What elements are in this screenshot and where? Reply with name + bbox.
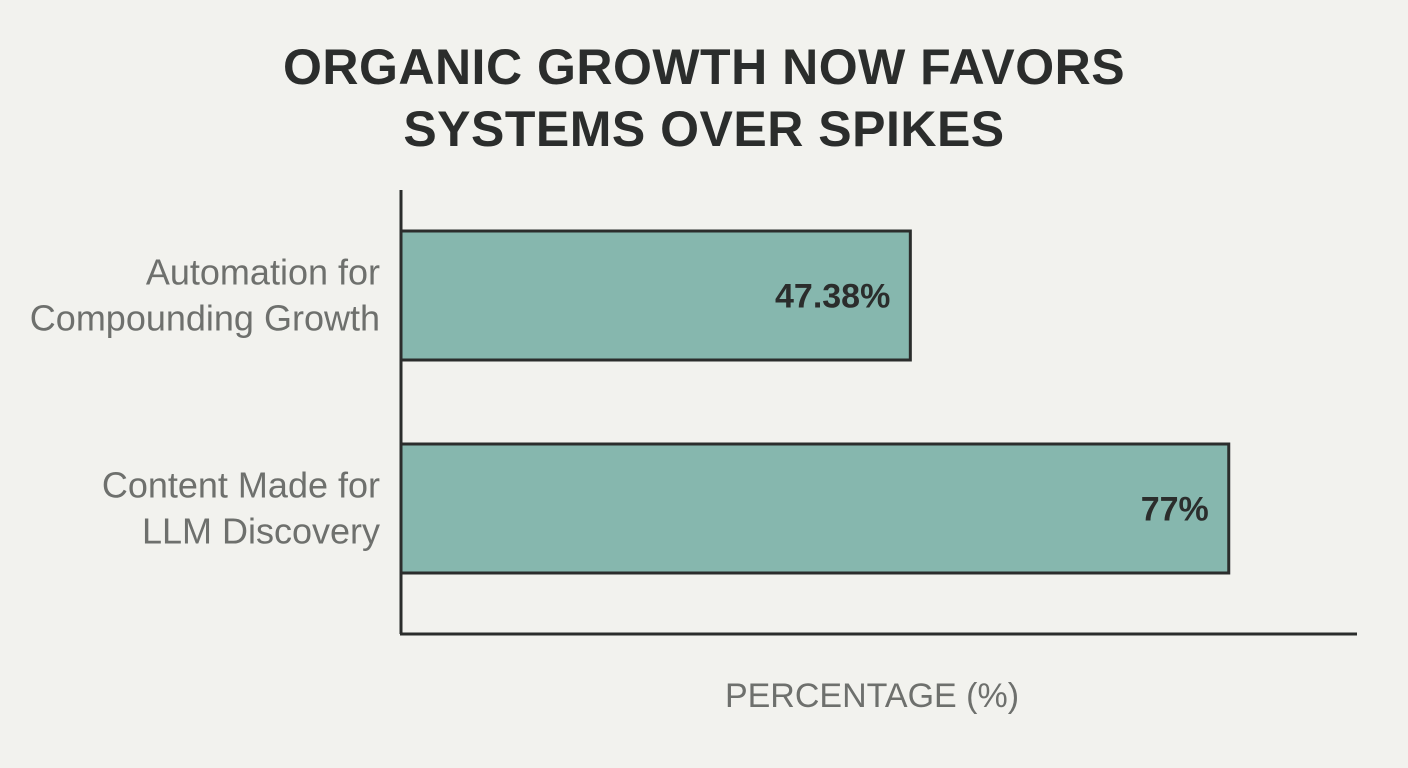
chart-title-line-1: ORGANIC GROWTH NOW FAVORS xyxy=(282,39,1126,95)
bar-value-label-1: 47.38% xyxy=(775,278,890,316)
bar-2 xyxy=(399,442,1231,575)
bars-layer: 47.38% Automation for Compounding Growth 77… xyxy=(30,229,1231,575)
x-axis-label: PERCENTAGE (%) xyxy=(725,677,1019,715)
chart-title: ORGANIC GROWTH NOW FAVORS SYSTEMS OVER S… xyxy=(0,36,1408,160)
bar-value-label-2: 77% xyxy=(1141,491,1209,529)
category-label-1-line-2: Compounding Growth xyxy=(30,298,380,339)
category-label-1-line-1: Automation for xyxy=(146,252,380,293)
chart-title-line-2: SYSTEMS OVER SPIKES xyxy=(403,101,1005,157)
category-label-2-line-1: Content Made for xyxy=(102,465,380,506)
bar-1 xyxy=(399,229,912,362)
category-label-2-line-2: LLM Discovery xyxy=(142,511,380,552)
